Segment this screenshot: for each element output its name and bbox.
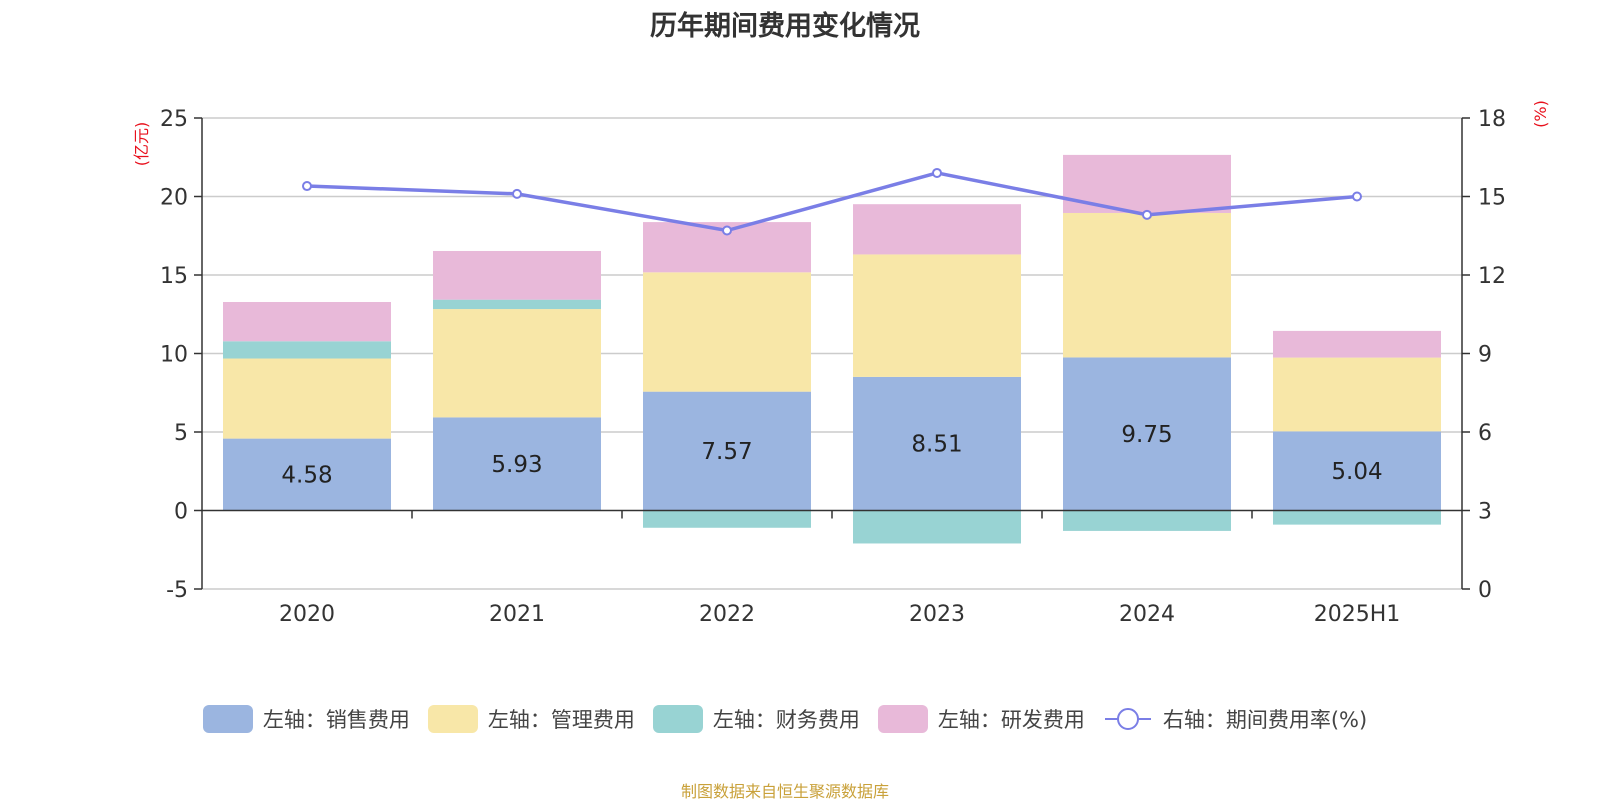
bar-segment	[433, 299, 601, 310]
y-right-tick-label: 3	[1478, 500, 1492, 525]
legend-label: 左轴：销售费用	[262, 708, 410, 732]
bar-segment	[853, 510, 1021, 544]
x-tick-label: 2021	[489, 602, 545, 627]
legend-item[interactable]: 左轴：研发费用	[877, 704, 1085, 734]
y-left-tick-label: 25	[160, 107, 188, 132]
bar-segment	[643, 510, 811, 528]
legend-swatch	[877, 705, 928, 733]
legend-item[interactable]: 左轴：管理费用	[427, 704, 635, 734]
legend-swatch	[652, 705, 703, 733]
legend-swatch	[202, 705, 253, 733]
bar-segment	[1273, 510, 1441, 525]
bar-segment	[1063, 357, 1231, 511]
bar-segment	[1063, 510, 1231, 531]
y-right-unit-label: (%)	[1531, 100, 1550, 128]
axis-layer: -5 0 5 10 15 20 25 0 3 6 9 12 15 18 (亿元) (%) 2020 2021 202…	[132, 100, 1550, 627]
legend-swatch	[427, 705, 478, 733]
bar-segment	[1273, 330, 1441, 358]
bar-segment	[433, 417, 601, 511]
legend-label: 右轴：期间费用率(%)	[1162, 708, 1368, 732]
source-note: 制图数据来自恒生聚源数据库	[680, 782, 889, 801]
bar-layer	[223, 154, 1441, 544]
bar-segment	[1063, 212, 1231, 358]
y-left-tick-label: 5	[174, 421, 188, 446]
x-tick-label: 2022	[699, 602, 755, 627]
legend-item[interactable]: 右轴：期间费用率(%)	[1103, 704, 1367, 734]
bar-segment	[643, 272, 811, 392]
rate-point	[512, 188, 522, 199]
y-right-tick-label: 0	[1478, 578, 1492, 603]
bar-segment	[853, 254, 1021, 377]
x-tick-label: 2020	[279, 602, 335, 627]
bar-data-label: 9.75	[1121, 422, 1172, 448]
grid-layer	[202, 117, 1462, 590]
y-right-tick-label: 12	[1478, 264, 1506, 289]
bar-segment	[223, 302, 391, 342]
bar-data-label: 5.04	[1331, 459, 1382, 485]
y-left-tick-label: -5	[166, 578, 188, 603]
rate-point	[302, 181, 312, 192]
bar-segment	[853, 204, 1021, 255]
bar-segment	[1273, 357, 1441, 432]
y-left-tick-label: 15	[160, 264, 188, 289]
rate-point	[932, 167, 942, 178]
rate-point	[722, 225, 732, 236]
legend-label: 左轴：研发费用	[937, 708, 1085, 732]
chart-title: 历年期间费用变化情况	[650, 11, 920, 42]
label-layer: 4.58 5.93 7.57 8.51 9.75 5.04	[281, 422, 1382, 489]
x-tick-label: 2023	[909, 602, 965, 627]
x-tick-label: 2024	[1119, 602, 1175, 627]
legend-line-dot	[1116, 708, 1139, 730]
rate-point	[1142, 209, 1152, 220]
bar-data-label: 4.58	[281, 463, 332, 489]
bar-segment	[853, 376, 1021, 511]
bar-segment	[223, 341, 391, 359]
legend-line-marker	[1104, 708, 1151, 730]
rate-line	[306, 171, 1358, 233]
bar-data-label: 5.93	[491, 452, 542, 478]
legend-item[interactable]: 左轴：财务费用	[652, 704, 860, 734]
bar-data-label: 8.51	[911, 432, 962, 458]
y-left-tick-label: 10	[160, 343, 188, 368]
bar-segment	[643, 391, 811, 511]
y-left-tick-label: 0	[174, 500, 188, 525]
y-right-tick-label: 18	[1478, 107, 1506, 132]
y-left-tick-label: 20	[160, 186, 188, 211]
bar-segment	[223, 438, 391, 511]
bar-segment	[1273, 431, 1441, 511]
line-layer	[302, 167, 1362, 236]
bar-segment	[433, 250, 601, 300]
legend-label: 左轴：财务费用	[712, 708, 860, 732]
x-tick-label: 2025H1	[1314, 602, 1401, 627]
legend-label: 左轴：管理费用	[487, 708, 635, 732]
y-right-tick-label: 9	[1478, 343, 1492, 368]
y-right-tick-label: 6	[1478, 421, 1492, 446]
y-right-tick-label: 15	[1478, 186, 1506, 211]
bar-segment	[223, 358, 391, 439]
y-left-unit-label: (亿元)	[132, 122, 151, 167]
bar-segment	[433, 309, 601, 418]
bar-data-label: 7.57	[701, 439, 752, 465]
legend-item[interactable]: 左轴：销售费用	[202, 704, 410, 734]
rate-point	[1352, 191, 1362, 202]
legend: 左轴：销售费用 左轴：管理费用 左轴：财务费用 左轴：研发费用 右轴：期间费用率(%)	[0, 704, 1570, 734]
